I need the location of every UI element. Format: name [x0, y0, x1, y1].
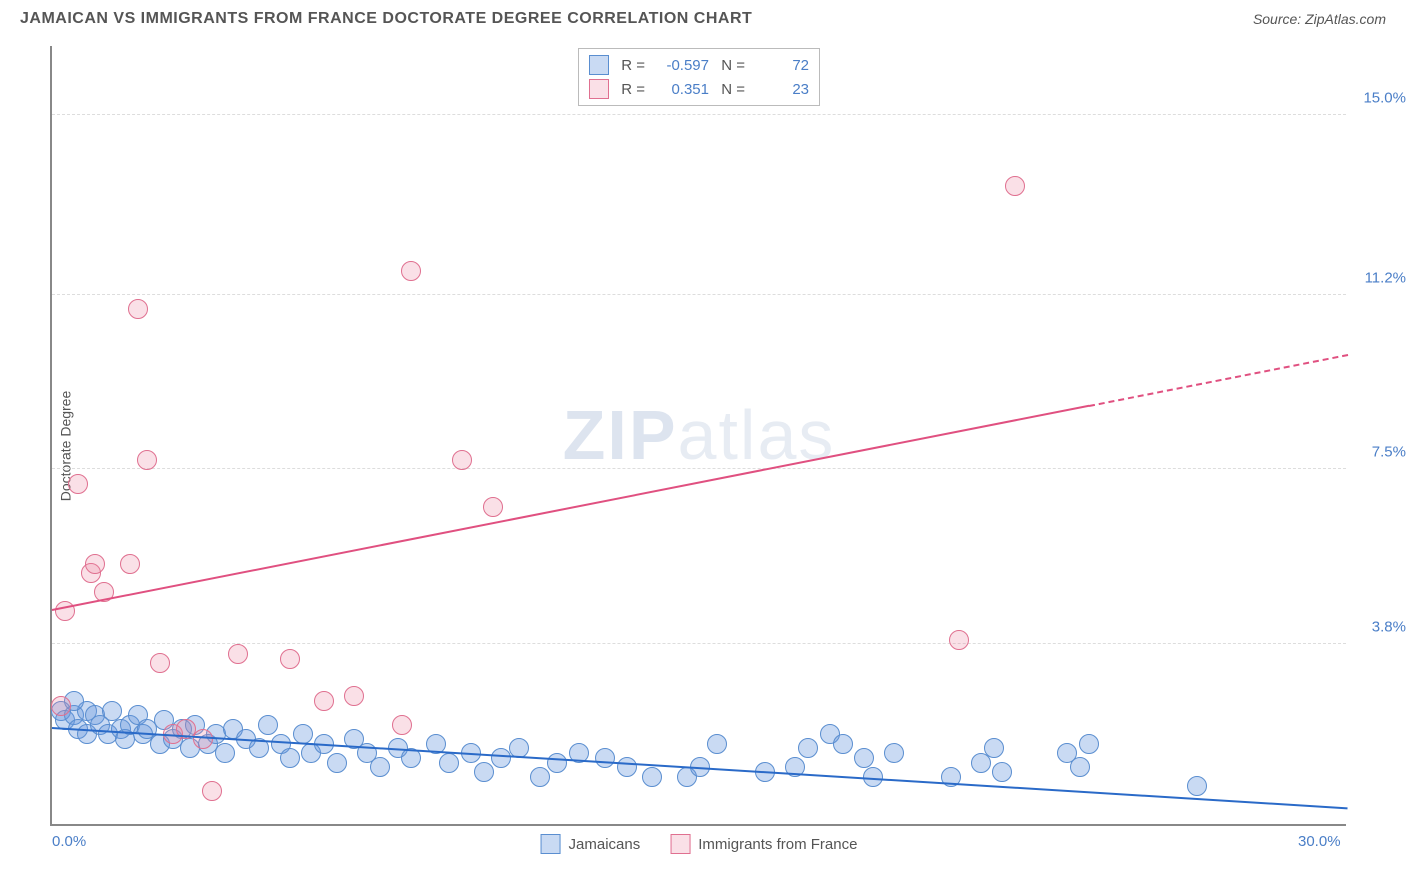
stat-r-label: R =	[617, 57, 645, 74]
data-point	[327, 753, 347, 773]
data-point	[280, 748, 300, 768]
data-point	[128, 299, 148, 319]
stats-row: R = -0.597 N = 72	[589, 53, 809, 77]
chart-plot-area: ZIPatlas R =-0.597N =72R =0.351N =23 Jam…	[50, 46, 1346, 826]
legend-swatch	[589, 79, 609, 99]
y-tick-label: 7.5%	[1372, 444, 1406, 461]
legend-swatch	[589, 55, 609, 75]
data-point	[258, 715, 278, 735]
data-point	[370, 757, 390, 777]
data-point	[854, 748, 874, 768]
data-point	[401, 261, 421, 281]
legend-label: Jamaicans	[569, 836, 641, 853]
data-point	[1005, 176, 1025, 196]
legend-item: Immigrants from France	[670, 834, 857, 854]
data-point	[483, 497, 503, 517]
data-point	[150, 653, 170, 673]
data-point	[392, 715, 412, 735]
stat-n-value: 23	[753, 81, 809, 98]
watermark-atlas: atlas	[678, 396, 836, 474]
data-point	[68, 474, 88, 494]
data-point	[439, 753, 459, 773]
stat-r-label: R =	[617, 81, 645, 98]
data-point	[1070, 757, 1090, 777]
trend-line	[52, 727, 1348, 809]
data-point	[547, 753, 567, 773]
stats-row: R = 0.351 N = 23	[589, 77, 809, 101]
data-point	[474, 762, 494, 782]
source-label: Source: ZipAtlas.com	[1253, 11, 1386, 27]
stat-r-value: 0.351	[653, 81, 709, 98]
trend-line-dash	[1089, 354, 1349, 407]
data-point	[120, 554, 140, 574]
data-point	[452, 450, 472, 470]
data-point	[617, 757, 637, 777]
legend-swatch	[670, 834, 690, 854]
watermark-zip: ZIP	[563, 396, 678, 474]
data-point	[215, 743, 235, 763]
x-tick-label: 0.0%	[52, 833, 86, 850]
y-tick-label: 11.2%	[1365, 269, 1406, 286]
data-point	[344, 686, 364, 706]
trend-line	[52, 405, 1089, 611]
stat-r-value: -0.597	[653, 57, 709, 74]
data-point	[984, 738, 1004, 758]
data-point	[228, 644, 248, 664]
data-point	[85, 554, 105, 574]
legend-label: Immigrants from France	[698, 836, 857, 853]
gridline	[52, 294, 1346, 295]
y-tick-label: 15.0%	[1363, 89, 1406, 106]
data-point	[280, 649, 300, 669]
data-point	[1187, 776, 1207, 796]
data-point	[137, 450, 157, 470]
stat-n-label: N =	[717, 81, 745, 98]
data-point	[707, 734, 727, 754]
data-point	[202, 781, 222, 801]
data-point	[530, 767, 550, 787]
stat-n-value: 72	[753, 57, 809, 74]
legend-swatch	[541, 834, 561, 854]
data-point	[992, 762, 1012, 782]
data-point	[595, 748, 615, 768]
data-point	[642, 767, 662, 787]
data-point	[884, 743, 904, 763]
data-point	[314, 691, 334, 711]
y-tick-label: 3.8%	[1372, 619, 1406, 636]
chart-title: JAMAICAN VS IMMIGRANTS FROM FRANCE DOCTO…	[20, 10, 752, 28]
data-point	[798, 738, 818, 758]
data-point	[949, 630, 969, 650]
x-tick-label: 30.0%	[1298, 833, 1341, 850]
stat-n-label: N =	[717, 57, 745, 74]
stats-legend: R = -0.597 N = 72 R = 0.351 N = 23	[578, 48, 820, 106]
data-point	[193, 729, 213, 749]
gridline	[52, 468, 1346, 469]
gridline	[52, 643, 1346, 644]
data-point	[1079, 734, 1099, 754]
series-legend: Jamaicans Immigrants from France	[541, 834, 858, 854]
gridline	[52, 114, 1346, 115]
data-point	[833, 734, 853, 754]
data-point	[102, 701, 122, 721]
data-point	[51, 696, 71, 716]
legend-item: Jamaicans	[541, 834, 641, 854]
